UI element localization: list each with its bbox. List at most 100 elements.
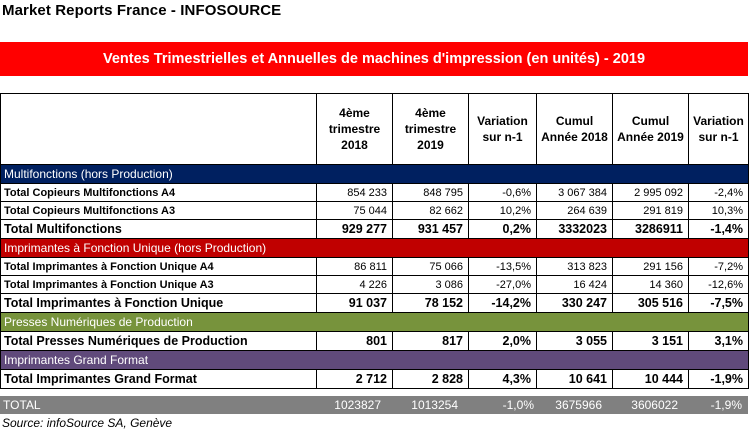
section-fill-cell bbox=[316, 312, 393, 332]
row-label: Total Copieurs Multifonctions A4 bbox=[0, 183, 317, 202]
header-blank-cell bbox=[0, 93, 317, 165]
section-fill-cell bbox=[612, 350, 689, 370]
column-header: Variation sur n-1 bbox=[688, 93, 749, 165]
grand-total-value: -1,9% bbox=[710, 398, 742, 412]
row-value: 291 819 bbox=[612, 201, 689, 220]
section-header-row: Imprimantes à Fonction Unique (hors Prod… bbox=[0, 238, 749, 258]
row-value: 854 233 bbox=[316, 183, 393, 202]
column-header: Cumul Année 2018 bbox=[536, 93, 613, 165]
row-value: 91 037 bbox=[316, 293, 393, 313]
row-value: 3332023 bbox=[536, 219, 613, 239]
grand-total-row: TOTAL 1023827 1013254 -1,0% 3675966 3606… bbox=[0, 396, 748, 414]
section-fill-cell bbox=[316, 164, 393, 184]
row-value: 291 156 bbox=[612, 257, 689, 276]
row-value: 3 086 bbox=[392, 275, 469, 294]
row-value: 82 662 bbox=[392, 201, 469, 220]
row-value: -0,6% bbox=[468, 183, 537, 202]
table-row: Total Copieurs Multifonctions A4 854 233 8… bbox=[0, 183, 749, 202]
section-fill-cell bbox=[688, 312, 749, 332]
column-header: Variation sur n-1 bbox=[468, 93, 537, 165]
section-fill-cell bbox=[392, 312, 469, 332]
table-banner-title: Ventes Trimestrielles et Annuelles de ma… bbox=[0, 42, 748, 76]
grand-total-value: 3606022 bbox=[631, 398, 678, 412]
row-value: 10 444 bbox=[612, 369, 689, 389]
row-value: 75 044 bbox=[316, 201, 393, 220]
section-fill-cell bbox=[536, 312, 613, 332]
row-value: -12,6% bbox=[688, 275, 749, 294]
row-value: 3 151 bbox=[612, 331, 689, 351]
row-value: -14,2% bbox=[468, 293, 537, 313]
row-value: 931 457 bbox=[392, 219, 469, 239]
section-fill-cell bbox=[392, 350, 469, 370]
grand-total-value: 1013254 bbox=[411, 398, 458, 412]
table-row: Total Multifonctions 929 277 931 457 0,2% 33… bbox=[0, 219, 749, 239]
row-value: 3286911 bbox=[612, 219, 689, 239]
row-value: -7,5% bbox=[688, 293, 749, 313]
row-value: 10,3% bbox=[688, 201, 749, 220]
source-note: Source: infoSource SA, Genève bbox=[2, 416, 173, 430]
column-header: Cumul Année 2019 bbox=[612, 93, 689, 165]
section-fill-cell bbox=[612, 312, 689, 332]
row-value: -27,0% bbox=[468, 275, 537, 294]
section-title: Imprimantes à Fonction Unique (hors Prod… bbox=[0, 238, 317, 258]
row-value: 4 226 bbox=[316, 275, 393, 294]
grand-total-value: -1,0% bbox=[502, 398, 534, 412]
row-label: Total Multifonctions bbox=[0, 219, 317, 239]
table-row: Total Imprimantes à Fonction Unique 91 03… bbox=[0, 293, 749, 313]
column-header: 4ème trimestre 2018 bbox=[316, 93, 393, 165]
row-value: 86 811 bbox=[316, 257, 393, 276]
row-value: 3,1% bbox=[688, 331, 749, 351]
column-header: 4ème trimestre 2019 bbox=[392, 93, 469, 165]
row-label: Total Imprimantes à Fonction Unique A3 bbox=[0, 275, 317, 294]
row-value: 2 828 bbox=[392, 369, 469, 389]
row-value: 264 639 bbox=[536, 201, 613, 220]
row-value: 16 424 bbox=[536, 275, 613, 294]
table-row: Total Presses Numériques de Production 80… bbox=[0, 331, 749, 351]
row-value: -2,4% bbox=[688, 183, 749, 202]
row-label: Total Imprimantes à Fonction Unique bbox=[0, 293, 317, 313]
row-value: 848 795 bbox=[392, 183, 469, 202]
row-value: 78 152 bbox=[392, 293, 469, 313]
section-header-row: Multifonctions (hors Production) bbox=[0, 164, 749, 184]
row-value: 305 516 bbox=[612, 293, 689, 313]
row-value: 3 067 384 bbox=[536, 183, 613, 202]
row-label: Total Imprimantes à Fonction Unique A4 bbox=[0, 257, 317, 276]
section-header-row: Imprimantes Grand Format bbox=[0, 350, 749, 370]
row-value: 2,0% bbox=[468, 331, 537, 351]
section-fill-cell bbox=[468, 350, 537, 370]
column-header-row: 4ème trimestre 2018 4ème trimestre 2019 … bbox=[0, 93, 749, 165]
row-value: 929 277 bbox=[316, 219, 393, 239]
row-value: 75 066 bbox=[392, 257, 469, 276]
row-value: 10 641 bbox=[536, 369, 613, 389]
row-value: 14 360 bbox=[612, 275, 689, 294]
row-value: 0,2% bbox=[468, 219, 537, 239]
sales-table: 4ème trimestre 2018 4ème trimestre 2019 … bbox=[0, 93, 749, 403]
table-row: Total Imprimantes à Fonction Unique A4 86… bbox=[0, 257, 749, 276]
section-header-row: Presses Numériques de Production bbox=[0, 312, 749, 332]
row-value: -1,4% bbox=[688, 219, 749, 239]
row-value: 817 bbox=[392, 331, 469, 351]
section-fill-cell bbox=[536, 164, 613, 184]
section-fill-cell bbox=[468, 238, 537, 258]
section-title: Multifonctions (hors Production) bbox=[0, 164, 317, 184]
row-value: 3 055 bbox=[536, 331, 613, 351]
section-fill-cell bbox=[536, 350, 613, 370]
section-fill-cell bbox=[468, 312, 537, 332]
section-title: Presses Numériques de Production bbox=[0, 312, 317, 332]
section-fill-cell bbox=[612, 238, 689, 258]
section-fill-cell bbox=[392, 238, 469, 258]
row-label: Total Presses Numériques de Production bbox=[0, 331, 317, 351]
section-fill-cell bbox=[392, 164, 469, 184]
row-value: -13,5% bbox=[468, 257, 537, 276]
row-value: -1,9% bbox=[688, 369, 749, 389]
row-value: 4,3% bbox=[468, 369, 537, 389]
row-value: 313 823 bbox=[536, 257, 613, 276]
row-value: 2 995 092 bbox=[612, 183, 689, 202]
section-fill-cell bbox=[536, 238, 613, 258]
row-label: Total Imprimantes Grand Format bbox=[0, 369, 317, 389]
section-fill-cell bbox=[468, 164, 537, 184]
section-fill-cell bbox=[688, 350, 749, 370]
grand-total-value: 1023827 bbox=[334, 398, 381, 412]
row-label: Total Copieurs Multifonctions A3 bbox=[0, 201, 317, 220]
grand-total-label: TOTAL bbox=[3, 398, 41, 412]
